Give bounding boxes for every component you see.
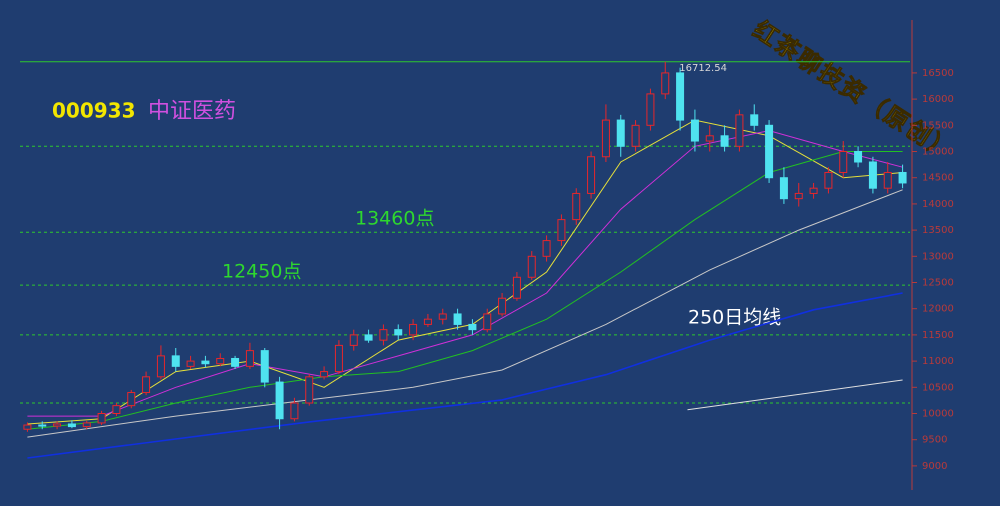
candle-body: [231, 357, 240, 367]
y-tick-label: 12000: [922, 304, 954, 315]
candle-body: [97, 413, 106, 424]
level-label: 12450点: [222, 261, 301, 283]
candle-body: [512, 276, 521, 299]
candle-body: [409, 323, 418, 336]
y-tick-label: 14500: [922, 173, 954, 184]
candle-body: [260, 350, 269, 383]
candle-body: [839, 151, 848, 173]
candle-body: [216, 357, 225, 365]
candle-body: [824, 171, 833, 189]
candle-body: [557, 219, 566, 242]
candle-body: [379, 329, 388, 341]
y-tick-label: 15500: [922, 120, 954, 131]
candle-body: [305, 376, 314, 404]
candle-body: [765, 124, 774, 179]
candle-body: [779, 177, 788, 200]
candle-body: [661, 72, 670, 95]
candle-body: [156, 355, 165, 378]
candle-body: [38, 424, 47, 427]
candle-body: [735, 114, 744, 147]
moving-average: [27, 189, 903, 438]
candle-body: [142, 376, 151, 394]
candle-body: [275, 381, 284, 420]
peak-label: 16712.54: [679, 63, 727, 74]
y-tick-label: 15000: [922, 147, 954, 158]
candle-body: [616, 119, 625, 147]
candle-body: [320, 371, 329, 378]
level-label: 13460点: [355, 208, 434, 230]
y-tick-label: 11500: [922, 330, 954, 341]
y-tick-label: 9000: [922, 461, 947, 472]
candle-body: [498, 297, 507, 315]
candle-body: [898, 171, 907, 184]
candle-body: [67, 423, 76, 428]
candle-body: [127, 392, 136, 407]
y-tick-label: 16000: [922, 94, 954, 105]
candle-body: [349, 334, 358, 346]
y-tick-label: 10000: [922, 409, 954, 420]
candle-body: [186, 360, 195, 367]
candle-body: [364, 334, 373, 341]
candle-body: [705, 135, 714, 142]
candle-body: [453, 313, 462, 325]
ma-label: 250日均线: [688, 307, 781, 329]
candle-body: [750, 114, 759, 126]
y-tick-label: 13000: [922, 251, 954, 262]
y-tick-label: 13500: [922, 225, 954, 236]
candle-body: [245, 350, 254, 367]
candle-body: [334, 344, 343, 373]
candle-body: [720, 135, 729, 147]
candle-body: [112, 405, 121, 415]
candle-body: [854, 151, 863, 163]
stock-code: 000933: [52, 99, 136, 123]
candle-body: [423, 318, 432, 325]
candle-body: [676, 72, 685, 121]
candle-body: [690, 119, 699, 142]
y-tick-label: 16500: [922, 68, 954, 79]
candle-body: [542, 240, 551, 257]
y-tick-label: 9500: [922, 435, 947, 446]
candle-body: [883, 171, 892, 189]
y-tick-label: 11000: [922, 356, 954, 367]
y-tick-label: 14000: [922, 199, 954, 210]
y-tick-label: 10500: [922, 382, 954, 393]
candle-body: [53, 423, 62, 427]
stock-name: 中证医药: [148, 99, 236, 124]
candle-body: [572, 192, 581, 221]
candle-body: [438, 313, 447, 320]
candle-body: [290, 402, 299, 420]
y-tick-label: 12500: [922, 278, 954, 289]
candle-body: [171, 355, 180, 367]
candle-body: [809, 187, 818, 194]
moving-average: [27, 292, 903, 459]
candle-body: [468, 323, 477, 331]
candle-body: [646, 93, 655, 126]
candle-body: [394, 329, 403, 336]
candle-body: [201, 360, 210, 365]
candle-body: [868, 161, 877, 189]
moving-average: [687, 379, 903, 411]
candle-body: [82, 422, 91, 428]
candle-body: [23, 424, 32, 430]
candle-body: [527, 255, 536, 278]
candle-body: [587, 156, 596, 194]
candle-body: [601, 119, 610, 158]
candle-body: [794, 192, 803, 200]
candle-body: [483, 313, 492, 331]
candle-body: [631, 124, 640, 147]
